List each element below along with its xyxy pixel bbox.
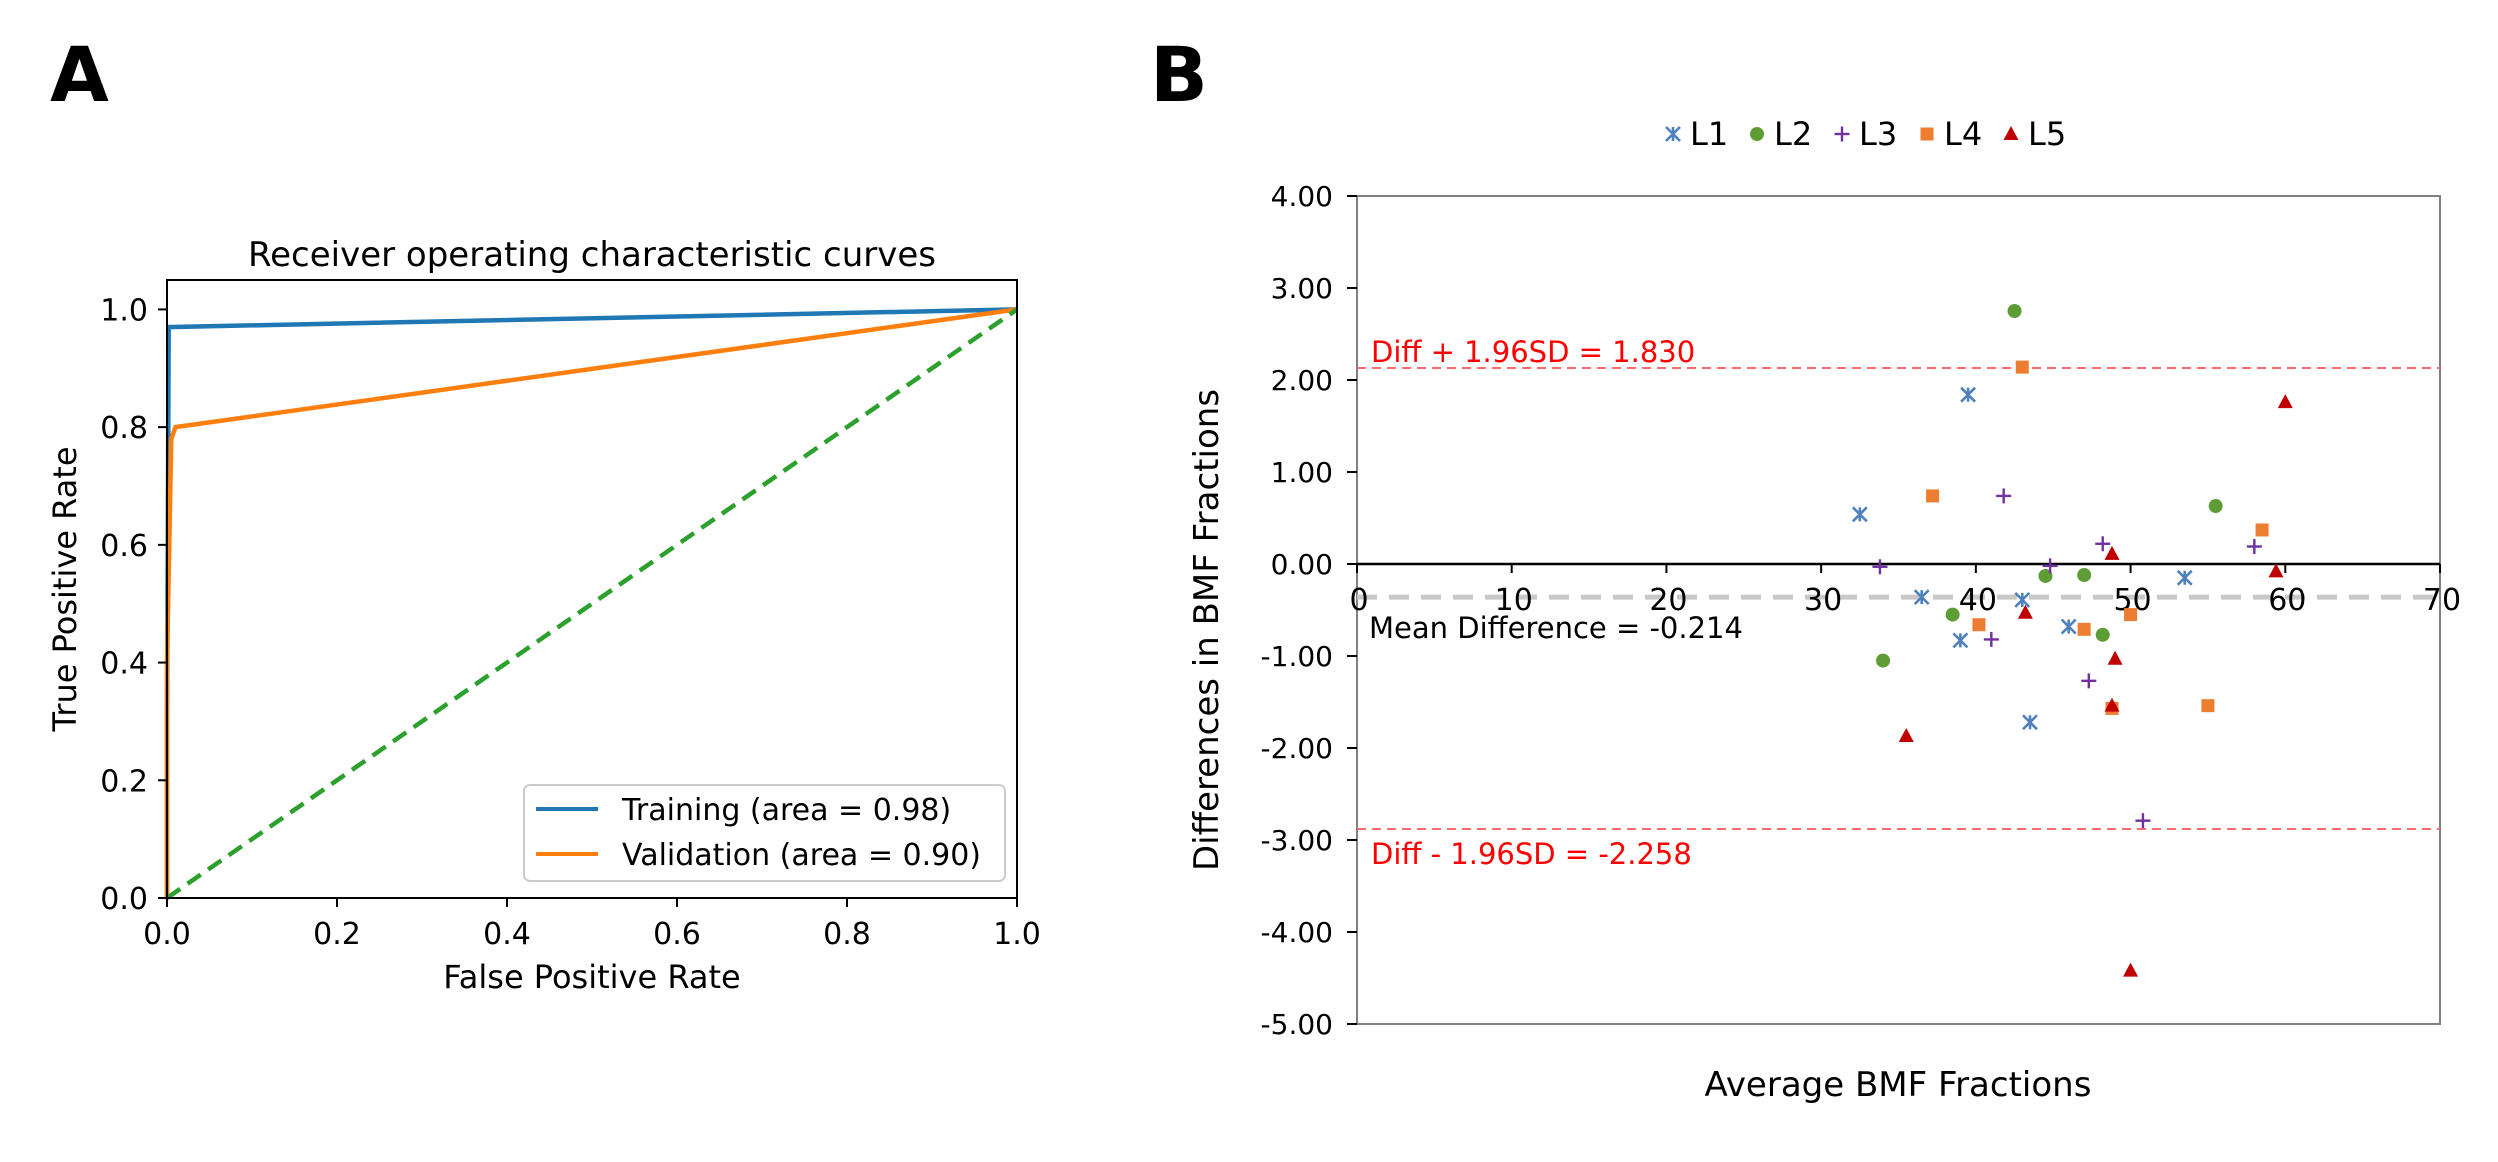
ba-legend-marker-l3: [1834, 126, 1850, 142]
ba-point-l2: [1945, 607, 1960, 622]
ba-x-tick-label: 30: [1804, 583, 1842, 618]
ba-point-l5: [2017, 604, 2033, 619]
ba-point-l3: [2042, 558, 2058, 574]
roc-y-tick-label: 1.0: [100, 293, 148, 328]
ba-point-l3: [2095, 536, 2111, 552]
ba-point-l4: [2201, 699, 2215, 713]
roc-y-axis-label: True Positive Rate: [46, 446, 84, 732]
panel-a-letter: A: [50, 30, 109, 119]
ba-legend-label-l2: L2: [1774, 115, 1812, 153]
ba-point-l3: [1983, 631, 1999, 647]
ba-y-tick-label: -1.00: [1261, 640, 1333, 673]
ba-y-tick-label: -5.00: [1261, 1008, 1333, 1041]
ba-y-tick-label: -3.00: [1261, 824, 1333, 857]
ba-point-l4: [2077, 622, 2091, 636]
ba-legend-marker-l4: [1920, 127, 1934, 141]
roc-x-tick-label: 0.0: [143, 917, 191, 952]
ba-point-l3: [2135, 813, 2151, 829]
ba-mean-label: Mean Difference = -0.214: [1369, 611, 1743, 645]
ba-point-l1: [2022, 714, 2038, 731]
roc-legend-training-label: Training (area = 0.98): [621, 793, 951, 828]
roc-y-tick-label: 0.6: [100, 529, 148, 564]
ba-point-l1: [2014, 591, 2031, 608]
ba-point-l1: [2060, 618, 2077, 635]
roc-y-tick-label: 0.0: [100, 882, 148, 917]
ba-x-tick-label: 60: [2268, 583, 2306, 618]
ba-point-l5: [2268, 563, 2284, 578]
roc-y-tick-label: 0.8: [100, 411, 148, 446]
ba-x-axis-label: Average BMF Fractions: [1705, 1065, 2092, 1105]
ba-x-tick-label: 20: [1649, 583, 1687, 618]
ba-point-l3: [1872, 559, 1888, 575]
roc-y-tick-label: 0.2: [100, 764, 148, 799]
roc-x-tick-label: 0.6: [653, 917, 701, 952]
ba-point-l5: [2104, 545, 2120, 560]
ba-x-tick-label: 40: [1959, 583, 1997, 618]
ba-point-l4: [2255, 523, 2269, 537]
ba-plot-frame: [1356, 195, 2441, 1025]
ba-x-tick-label: 70: [2423, 583, 2461, 618]
roc-plot-frame: [166, 279, 1018, 899]
ba-x-tick-label: 0: [1349, 583, 1368, 618]
panel-b-letter: B: [1150, 30, 1208, 119]
bland-altman-chart: L1 L2 L3 L4 L5 4.00 3.00 2.00 1.00 0.00 -1.00 -2.0…: [1187, 115, 2461, 1105]
ba-legend-marker-l1: [1665, 126, 1681, 142]
ba-legend-label-l1: L1: [1690, 115, 1728, 153]
ba-point-l2: [1876, 653, 1891, 668]
ba-y-tick-label: 0.00: [1271, 548, 1333, 581]
roc-x-tick-label: 0.4: [483, 917, 531, 952]
ba-legend-label-l5: L5: [2028, 115, 2066, 153]
ba-y-tick-label: 1.00: [1271, 456, 1333, 489]
ba-y-tick-label: 4.00: [1271, 180, 1333, 213]
ba-point-l1: [1952, 632, 1969, 649]
ba-point-l2: [2077, 568, 2092, 583]
roc-x-axis-label: False Positive Rate: [443, 958, 740, 996]
ba-point-l4: [2124, 608, 2138, 622]
roc-legend-validation-label: Validation (area = 0.90): [622, 838, 981, 873]
bland-altman-legend: L1 L2 L3 L4 L5: [1665, 115, 2066, 153]
roc-chart: Receiver operating characteristic curves…: [46, 235, 1041, 996]
roc-x-tick-label: 1.0: [993, 917, 1041, 952]
ba-point-l5: [2104, 697, 2120, 712]
ba-legend-marker-l2: [1750, 127, 1764, 141]
ba-point-l5: [2123, 962, 2139, 977]
ba-point-l1: [1960, 386, 1977, 403]
ba-lower-loa-label: Diff - 1.96SD = -2.258: [1371, 837, 1692, 871]
ba-y-tick-label: -4.00: [1261, 916, 1333, 949]
ba-y-tick-label: 2.00: [1271, 364, 1333, 397]
ba-point-l1: [1913, 589, 1930, 606]
roc-title: Receiver operating characteristic curves: [248, 235, 936, 275]
ba-point-l5: [2277, 394, 2293, 409]
ba-point-l3: [2081, 673, 2097, 689]
ba-point-l3: [1996, 488, 2012, 504]
ba-y-axis-label: Differences in BMF Fractions: [1187, 389, 1227, 871]
ba-point-l1: [2176, 569, 2193, 586]
roc-x-tick-label: 0.2: [313, 917, 361, 952]
ba-point-l4: [2015, 360, 2029, 374]
roc-legend: Training (area = 0.98) Validation (area …: [523, 784, 1006, 882]
roc-y-tick-label: 0.4: [100, 647, 148, 682]
ba-point-l5: [2107, 650, 2123, 665]
ba-point-l5: [1898, 728, 1914, 743]
ba-point-l2: [2095, 627, 2110, 642]
ba-point-l3: [2246, 539, 2262, 555]
ba-legend-label-l3: L3: [1859, 115, 1897, 153]
roc-series-line-3: [165, 307, 1019, 900]
ba-point-l1: [1851, 506, 1868, 523]
ba-y-tick-label: -2.00: [1261, 732, 1333, 765]
ba-point-l4: [1926, 489, 1940, 503]
ba-x-tick-label: 10: [1495, 583, 1533, 618]
ba-upper-loa-label: Diff + 1.96SD = 1.830: [1371, 335, 1695, 369]
ba-legend-marker-l5: [2003, 126, 2019, 140]
ba-legend-label-l4: L4: [1944, 115, 1982, 153]
roc-legend-box: [523, 784, 1006, 882]
ba-point-l2: [2208, 499, 2223, 514]
ba-y-tick-label: 3.00: [1271, 272, 1333, 305]
roc-x-tick-label: 0.8: [823, 917, 871, 952]
ba-point-l2: [2007, 304, 2022, 318]
ba-point-l4: [1972, 618, 1986, 632]
